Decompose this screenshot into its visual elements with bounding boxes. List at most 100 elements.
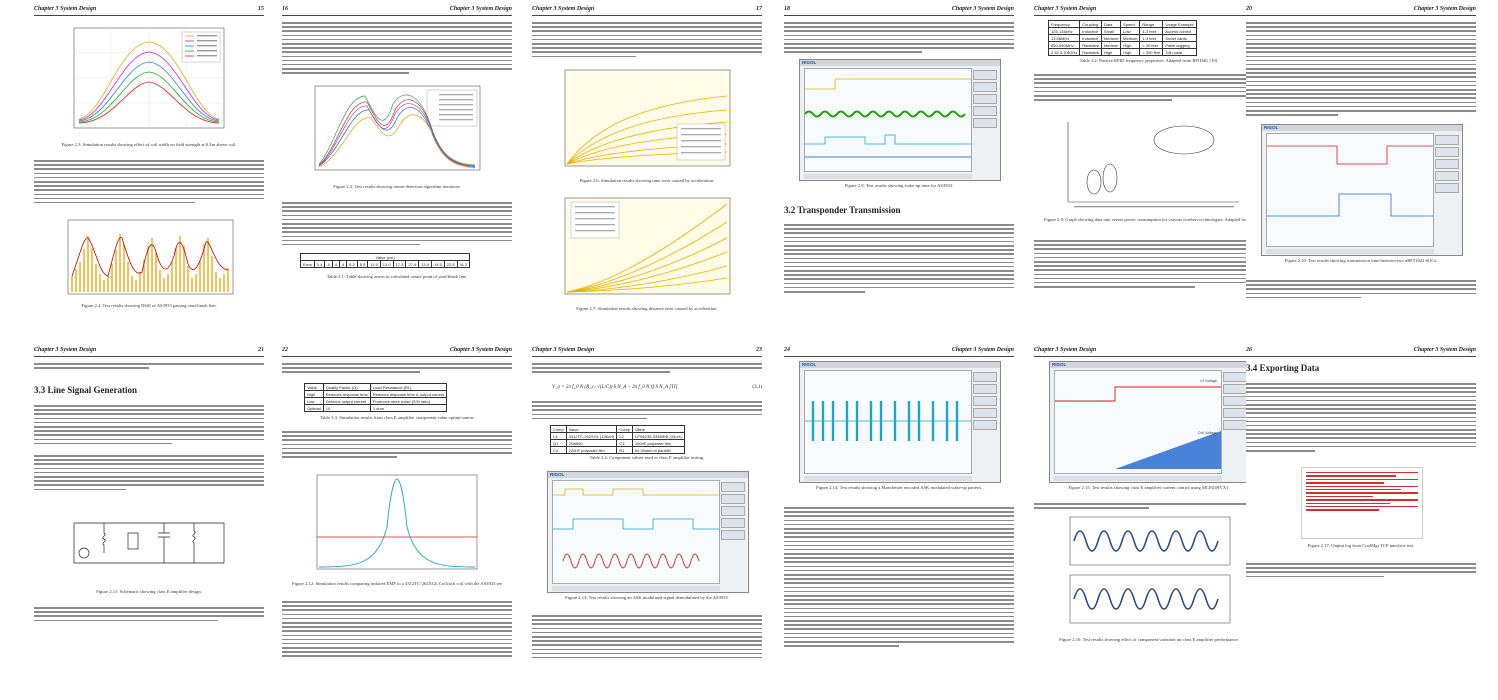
table-cell: C3	[616, 439, 633, 447]
scope-brand: RIGOL	[802, 60, 817, 65]
table-cell: Reduces response time	[322, 390, 371, 398]
figure-caption: Figure 2.5: Test results showing centre …	[333, 184, 461, 189]
table-cell: 4	[338, 260, 348, 268]
body-text	[1246, 22, 1476, 118]
scope-brand: RIGOL	[1264, 125, 1279, 130]
table-cell: L1	[550, 432, 567, 440]
table-cell: C4	[550, 446, 567, 454]
page-number: 22	[282, 347, 288, 353]
page-22: 22 Chapter 3 System Design Value Quality…	[282, 343, 512, 668]
body-text	[532, 22, 762, 60]
table-cell: High	[1120, 41, 1141, 49]
page-header: 18 Chapter 3 System Design	[784, 6, 1014, 16]
table-cell: 10	[322, 404, 371, 412]
body-text	[282, 601, 512, 660]
table-header: Value (cm)	[299, 253, 471, 261]
page-header: 24 Chapter 3 System Design	[784, 347, 1014, 357]
page-25: Chapter 3 System Design 25 RIGOL IO Volt…	[1034, 343, 1264, 668]
table-cell: 22.5	[443, 260, 458, 268]
table-row: 2.45 & 5.8GHz Radiative High High > 300 feet…	[1047, 48, 1197, 56]
table-cell: 41.2	[456, 260, 471, 268]
page-header: Chapter 3 System Design 15	[34, 6, 264, 16]
body-text	[1034, 503, 1264, 511]
scope-brand: RIGOL	[802, 362, 817, 367]
body-text	[282, 202, 512, 248]
page-16: 16 Chapter 3 System Design Figure 2.5: T…	[282, 2, 512, 327]
table-cell: Low	[1120, 27, 1141, 35]
table-cell: Reduces response time & output current	[369, 390, 448, 398]
scope-brand: RIGOL	[1052, 362, 1067, 367]
table-cell: Medium	[1120, 34, 1141, 42]
page-number: 16	[282, 6, 288, 12]
page-header: Chapter 3 System Design 21	[34, 347, 264, 357]
table-caption: Table 3.2: Passive RFID frequency proper…	[1079, 58, 1219, 63]
figure-class-e-schematic	[73, 522, 225, 564]
table-cell: 220nF polyester film	[565, 446, 618, 454]
table-cell: Pallet tagging	[1162, 41, 1197, 49]
figure-caption: Figure 2.14: Test results showing a Manc…	[816, 485, 982, 490]
page-number: 20	[1246, 6, 1252, 12]
table-cell: 1 ohm	[369, 404, 448, 412]
table-caption: Table 3.1: Table showing errors in calcu…	[326, 274, 468, 279]
page-number: 21	[258, 347, 264, 353]
body-text	[34, 455, 264, 493]
table-cell: 17.3	[392, 260, 407, 268]
table-cell: 4	[324, 260, 333, 268]
table-cell: 13.0	[379, 260, 394, 268]
figure-caption: Figure 2.7: Simulation results showing d…	[576, 306, 718, 311]
section-heading: 3.2 Transponder Transmission	[784, 205, 901, 215]
table-cell: Inductive	[1079, 27, 1102, 35]
figure-caption: Figure 2.13: Test results showing an ASK…	[565, 595, 729, 600]
page-26: 26 Chapter 3 System Design 3.4 Exporting…	[1246, 343, 1476, 668]
running-head: Chapter 3 System Design	[532, 6, 595, 12]
table-cell: 6x 39ohm in parallel	[632, 446, 685, 454]
figure-coil-width-plot	[73, 27, 225, 129]
component-values-table: Comp Value Comp Value L1 4312TC-262XGL (1…	[550, 425, 685, 454]
table-cell: 2.45 & 5.8GHz	[1047, 48, 1081, 56]
figure-caption: Figure 2.8: Test results showing wake-up…	[844, 183, 954, 188]
table-cell: 14.5	[430, 260, 445, 268]
table-cell: Medium	[1100, 41, 1122, 49]
table-cell: Small	[1100, 27, 1122, 35]
running-head: Chapter 3 System Design	[34, 6, 97, 12]
oscilloscope-capture: RIGOL IO Voltage Coil Voltage	[1049, 361, 1251, 483]
table-header: Comp	[550, 425, 567, 433]
table-cell: 5.5	[356, 260, 369, 268]
table-header: Comp	[616, 425, 633, 433]
figure-caption: Figure 2.15: Test results showing class …	[1068, 485, 1230, 490]
table-row: 125-134kHz Inductive Small Low 1-3 feet Acces…	[1047, 27, 1197, 35]
page-header: Chapter 3 System Design 17	[532, 6, 762, 16]
page-18: 18 Chapter 3 System Design RIGOL Figure …	[784, 2, 1014, 327]
body-text	[532, 363, 762, 376]
table-cell: 850-960MHz	[1047, 41, 1081, 49]
running-head: Chapter 3 System Design	[449, 347, 512, 353]
table-cell: 150nF polyester film	[632, 439, 685, 447]
section-heading: 3.3 Line Signal Generation	[34, 385, 138, 395]
scope-waveforms	[1267, 145, 1433, 217]
table-caption: Table 3.4: Component values used in clas…	[589, 455, 705, 460]
table-cell: Defocus output current	[322, 397, 371, 405]
page-header: 20 Chapter 3 System Design	[1246, 6, 1476, 16]
table-header: Data	[1100, 20, 1122, 28]
figure-caption: Figure 2.16: Test results showing effect…	[1059, 637, 1239, 642]
table-cell: Smart cards	[1162, 34, 1197, 42]
figure-caption: Figure 2.4: Test results showing RSSI of…	[81, 303, 217, 308]
table-header: Speed	[1120, 20, 1141, 28]
figure-caption: Figure 2.17: Output log from CoolMgr TCP…	[1307, 543, 1415, 548]
table-cell: 13.56MHz	[1047, 34, 1081, 42]
running-head: Chapter 3 System Design	[951, 347, 1014, 353]
table-caption: Table 3.3: Simulation results from class…	[319, 415, 475, 420]
page-number: 23	[756, 347, 762, 353]
scope-label-upper: IO Voltage	[1200, 379, 1217, 383]
body-text	[1246, 563, 1476, 580]
table-cell: Toll roads	[1162, 48, 1197, 56]
table-cell: 5.2	[346, 260, 358, 268]
rfid-frequency-table: Frequency Coupling Data Speed Range Usag…	[1047, 20, 1197, 56]
table-cell: L2	[616, 432, 633, 440]
table-header: Coupling	[1079, 20, 1102, 28]
page-21: Chapter 3 System Design 21 3.3 Line Sign…	[34, 343, 264, 668]
table-cell: 11.5	[367, 260, 381, 268]
table-cell: High	[1100, 48, 1122, 56]
table-cell: Produces more noise (S/N ratio)	[369, 397, 448, 405]
